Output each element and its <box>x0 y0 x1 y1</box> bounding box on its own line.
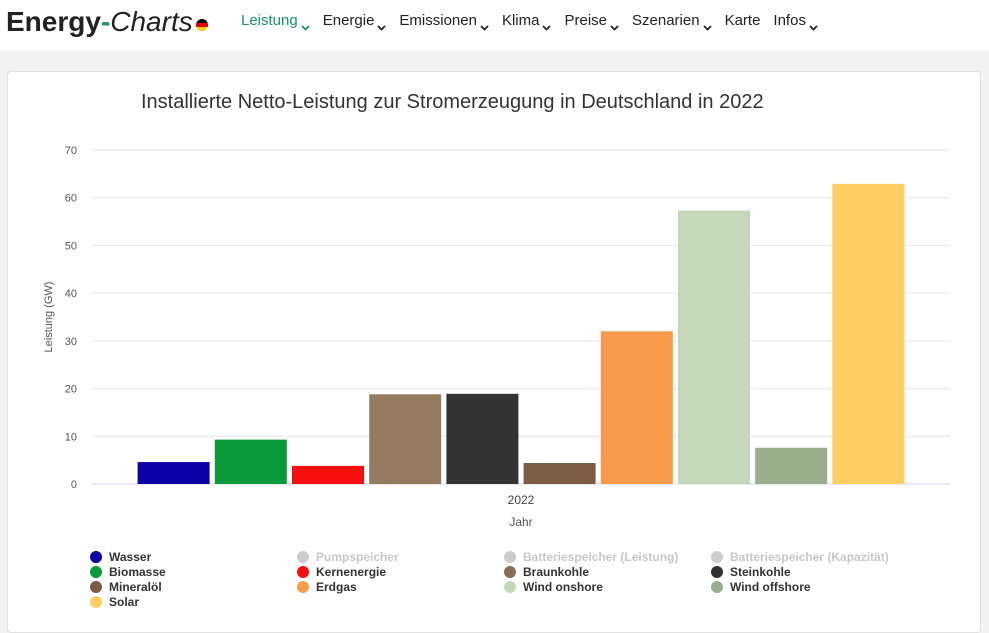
nav-label: Emissionen <box>399 12 477 29</box>
nav-emissionen[interactable]: Emissionen <box>399 12 489 31</box>
legend-label: Solar <box>109 595 140 609</box>
x-tick-label: 2022 <box>508 493 535 507</box>
legend-label: Batteriespeicher (Leistung) <box>523 550 679 564</box>
legend-label: Kernenergie <box>316 565 387 579</box>
legend-item-mineralöl[interactable]: Mineralöl <box>90 580 162 595</box>
bar-solar[interactable] <box>832 183 905 484</box>
german-flag-icon <box>195 19 208 31</box>
chevron-down-icon <box>377 18 387 31</box>
nav-karte[interactable]: Karte <box>725 12 761 29</box>
chart-canvas: 0 10 20 30 40 50 60 70 2022 Jahr Leistung (GW) <box>43 145 950 529</box>
legend-label: Biomasse <box>109 565 166 579</box>
nav-leistung[interactable]: Leistung <box>241 12 310 31</box>
legend-item-braunkohle[interactable]: Braunkohle <box>504 565 589 580</box>
chevron-down-icon <box>480 18 489 31</box>
legend-label: Steinkohle <box>730 565 791 579</box>
bar-biomasse[interactable] <box>214 439 287 484</box>
legend-label: Braunkohle <box>523 565 590 579</box>
legend-item-batteriespeicher-kapazität-[interactable]: Batteriespeicher (Kapazität) <box>711 550 889 565</box>
bar-braunkohle[interactable] <box>369 394 442 484</box>
main-nav: Leistung Energie Emissionen Klima Preise Szen… <box>241 12 831 31</box>
x-axis-title: Jahr <box>509 515 532 529</box>
bar-wind-onshore[interactable] <box>678 210 750 484</box>
y-tick-label: 40 <box>65 288 77 300</box>
logo-dash: - <box>100 6 111 37</box>
legend-marker-icon <box>504 566 516 578</box>
legend-marker-icon <box>297 566 309 578</box>
legend-label: Wind offshore <box>730 580 811 594</box>
legend-marker-icon <box>90 596 102 608</box>
legend-item-pumpspeicher[interactable]: Pumpspeicher <box>297 550 399 565</box>
legend-label: Mineralöl <box>109 580 162 594</box>
chart-card <box>7 71 981 633</box>
site-logo[interactable]: Energy-Charts <box>6 3 208 41</box>
legend-marker-icon <box>90 581 102 593</box>
chevron-down-icon <box>610 18 619 31</box>
legend-item-kernenergie[interactable]: Kernenergie <box>297 565 386 580</box>
chart-title: Installierte Netto-Leistung zur Stromerz… <box>141 91 764 113</box>
bar-wasser[interactable] <box>137 462 210 484</box>
y-tick-label: 30 <box>65 336 77 348</box>
legend-label: Wind onshore <box>523 580 603 594</box>
legend-marker-icon <box>297 551 309 563</box>
y-tick-label: 10 <box>65 431 77 443</box>
legend-marker-icon <box>711 566 723 578</box>
legend-label: Erdgas <box>316 580 357 594</box>
y-tick-label: 50 <box>65 240 77 252</box>
y-tick-label: 0 <box>71 479 77 491</box>
legend-marker-icon <box>90 566 102 578</box>
legend-item-steinkohle[interactable]: Steinkohle <box>711 565 791 580</box>
bar-kernenergie[interactable] <box>292 465 364 484</box>
bar-steinkohle[interactable] <box>446 393 519 484</box>
legend-item-biomasse[interactable]: Biomasse <box>90 565 166 580</box>
y-tick-label: 20 <box>65 384 77 396</box>
legend-label: Batteriespeicher (Kapazität) <box>730 550 889 564</box>
bar-erdgas[interactable] <box>600 331 673 484</box>
legend-marker-icon <box>504 551 516 563</box>
logo-part2: Charts <box>110 6 193 37</box>
nav-label: Preise <box>564 12 608 29</box>
nav-label: Klima <box>501 12 540 29</box>
legend-item-solar[interactable]: Solar <box>90 595 139 610</box>
chevron-down-icon <box>702 18 712 31</box>
logo-part1: Energy <box>6 6 101 37</box>
legend-marker-icon <box>90 551 102 563</box>
nav-label: Energie <box>322 12 375 29</box>
nav-klima[interactable]: Klima <box>501 12 552 31</box>
nav-energie[interactable]: Energie <box>322 12 387 31</box>
legend-item-wind-offshore[interactable]: Wind offshore <box>711 580 811 595</box>
bar-mineralöl[interactable] <box>523 463 596 484</box>
nav-label: Leistung <box>241 12 298 29</box>
legend-marker-icon <box>297 581 309 593</box>
nav-label: Karte <box>724 12 761 29</box>
chevron-down-icon <box>809 18 818 31</box>
chevron-down-icon <box>542 18 552 31</box>
legend-marker-icon <box>711 581 723 593</box>
legend-marker-icon <box>711 551 723 563</box>
y-tick-label: 60 <box>65 193 77 205</box>
bar-wind-offshore[interactable] <box>755 447 828 484</box>
nav-szenarien[interactable]: Szenarien <box>632 12 712 31</box>
nav-preise[interactable]: Preise <box>564 12 619 31</box>
y-axis-title: Leistung (GW) <box>43 282 55 353</box>
nav-label: Szenarien <box>632 12 700 29</box>
legend-marker-icon <box>504 581 516 593</box>
legend-item-wind-onshore[interactable]: Wind onshore <box>504 580 603 595</box>
legend-label: Wasser <box>109 550 152 564</box>
legend-item-batteriespeicher-leistung-[interactable]: Batteriespeicher (Leistung) <box>504 550 678 565</box>
nav-label: Infos <box>773 12 806 29</box>
legend-item-wasser[interactable]: Wasser <box>90 550 151 565</box>
y-tick-label: 70 <box>65 145 77 157</box>
navbar: Energy-Charts Leistung Energie Emissionen K… <box>0 0 989 50</box>
legend-item-erdgas[interactable]: Erdgas <box>297 580 357 595</box>
nav-infos[interactable]: Infos <box>773 12 818 31</box>
chevron-down-icon <box>301 18 310 31</box>
legend-label: Pumpspeicher <box>316 550 399 564</box>
